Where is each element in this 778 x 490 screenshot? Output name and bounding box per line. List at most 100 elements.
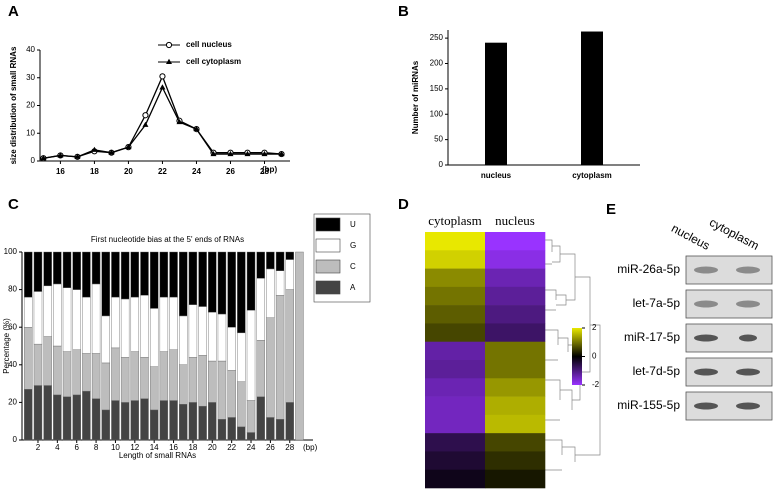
x-tick-label: 10 bbox=[111, 443, 120, 452]
bar-segment bbox=[246, 251, 256, 311]
row-label: miR-26a-5p bbox=[617, 262, 680, 276]
bar-segment bbox=[266, 268, 275, 319]
heatmap-cell bbox=[425, 250, 486, 269]
series-line bbox=[43, 85, 282, 159]
heatmap-cell bbox=[425, 414, 486, 434]
bar-segment bbox=[24, 296, 33, 328]
bar-segment bbox=[120, 298, 130, 358]
bar-segment bbox=[227, 417, 236, 441]
bar-segment bbox=[208, 360, 217, 403]
bar-segment bbox=[24, 327, 33, 390]
x-tick-label: 18 bbox=[188, 443, 197, 452]
row-label: let-7d-5p bbox=[633, 364, 681, 378]
panel-letter: B bbox=[398, 3, 409, 20]
bar-segment bbox=[111, 400, 120, 441]
bar-segment bbox=[91, 251, 101, 285]
bar-segment bbox=[246, 400, 256, 433]
bar-segment bbox=[237, 332, 246, 382]
legend-box bbox=[313, 213, 371, 303]
bar-segment bbox=[217, 313, 227, 362]
bar-segment bbox=[82, 353, 91, 392]
colorbar-label: 0 bbox=[592, 352, 597, 361]
bar-segment bbox=[179, 251, 188, 317]
bar-segment bbox=[285, 251, 294, 260]
bar-segment bbox=[237, 251, 246, 334]
heatmap-cell bbox=[425, 378, 486, 397]
bar-segment bbox=[120, 402, 130, 441]
bar-segment bbox=[295, 251, 304, 441]
heatmap-cell bbox=[425, 232, 486, 251]
x-tick-label: 26 bbox=[226, 167, 235, 176]
marker bbox=[108, 149, 115, 155]
y-axis-label: size distribution of small RNAs bbox=[9, 46, 18, 164]
bar-segment bbox=[208, 402, 217, 441]
heatmap-cell bbox=[485, 451, 546, 471]
row-label: miR-155-5p bbox=[617, 398, 680, 412]
y-tick-label: 40 bbox=[8, 360, 17, 369]
bar-segment bbox=[62, 287, 72, 352]
bar-segment bbox=[275, 251, 285, 271]
legend-label: cell nucleus bbox=[186, 40, 232, 49]
panel-letter: E bbox=[606, 201, 616, 218]
bar bbox=[485, 42, 507, 165]
column-label: cytoplasm bbox=[707, 215, 761, 253]
bar-segment bbox=[33, 291, 43, 345]
x-tick-label: 8 bbox=[94, 443, 99, 452]
heatmap-cell bbox=[425, 305, 486, 324]
blot-band bbox=[694, 266, 718, 274]
legend-label: cell cytoplasm bbox=[186, 57, 241, 66]
x-tick-label: cytoplasm bbox=[572, 171, 612, 180]
y-tick-label: 100 bbox=[430, 109, 444, 118]
bar-segment bbox=[237, 426, 246, 441]
panel-letter: A bbox=[8, 3, 19, 20]
marker bbox=[227, 150, 234, 157]
bar-segment bbox=[227, 327, 236, 371]
marker bbox=[159, 84, 166, 90]
bar-segment bbox=[140, 251, 149, 296]
marker bbox=[125, 143, 132, 150]
heatmap-cell bbox=[485, 286, 546, 306]
x-tick-label: 20 bbox=[124, 167, 133, 176]
marker bbox=[278, 150, 285, 157]
bar-segment bbox=[24, 389, 33, 441]
y-tick-label: 50 bbox=[434, 135, 443, 144]
heatmap-cell bbox=[425, 286, 486, 306]
bar-segment bbox=[43, 336, 52, 386]
bar-segment bbox=[82, 296, 91, 354]
marker bbox=[244, 150, 251, 157]
bar-segment bbox=[266, 417, 275, 441]
heatmap-cell bbox=[425, 323, 486, 343]
y-tick-label: 0 bbox=[31, 156, 36, 165]
legend-swatch bbox=[315, 280, 341, 295]
bar-segment bbox=[227, 251, 236, 328]
column-label: nucleus bbox=[495, 213, 535, 228]
legend-label: C bbox=[350, 262, 356, 271]
marker bbox=[74, 153, 81, 159]
bar-segment bbox=[33, 251, 43, 292]
marker bbox=[40, 155, 47, 161]
bar-segment bbox=[198, 306, 207, 356]
bar-segment bbox=[275, 270, 285, 296]
heatmap-cell bbox=[425, 268, 486, 288]
bar-segment bbox=[275, 295, 285, 420]
y-tick-label: 150 bbox=[430, 84, 444, 93]
bar-segment bbox=[91, 283, 101, 354]
bar-segment bbox=[33, 385, 43, 441]
panel-letter: D bbox=[398, 196, 409, 213]
bar-segment bbox=[62, 396, 72, 441]
y-axis-label: Number of miRNAs bbox=[411, 60, 420, 134]
bar-segment bbox=[72, 289, 81, 350]
bar-segment bbox=[53, 345, 62, 396]
bar-segment bbox=[246, 432, 256, 441]
legend-label: G bbox=[350, 241, 356, 250]
row-label: let-7a-5p bbox=[633, 296, 681, 310]
bar-segment bbox=[82, 390, 91, 441]
bar-segment bbox=[169, 251, 178, 298]
x-axis-label: Length of small RNAs bbox=[119, 451, 196, 460]
bar-segment bbox=[275, 419, 285, 441]
bar-segment bbox=[111, 251, 120, 298]
bar-segment bbox=[72, 349, 81, 396]
bar-segment bbox=[217, 360, 227, 420]
legend-swatch bbox=[315, 238, 341, 253]
